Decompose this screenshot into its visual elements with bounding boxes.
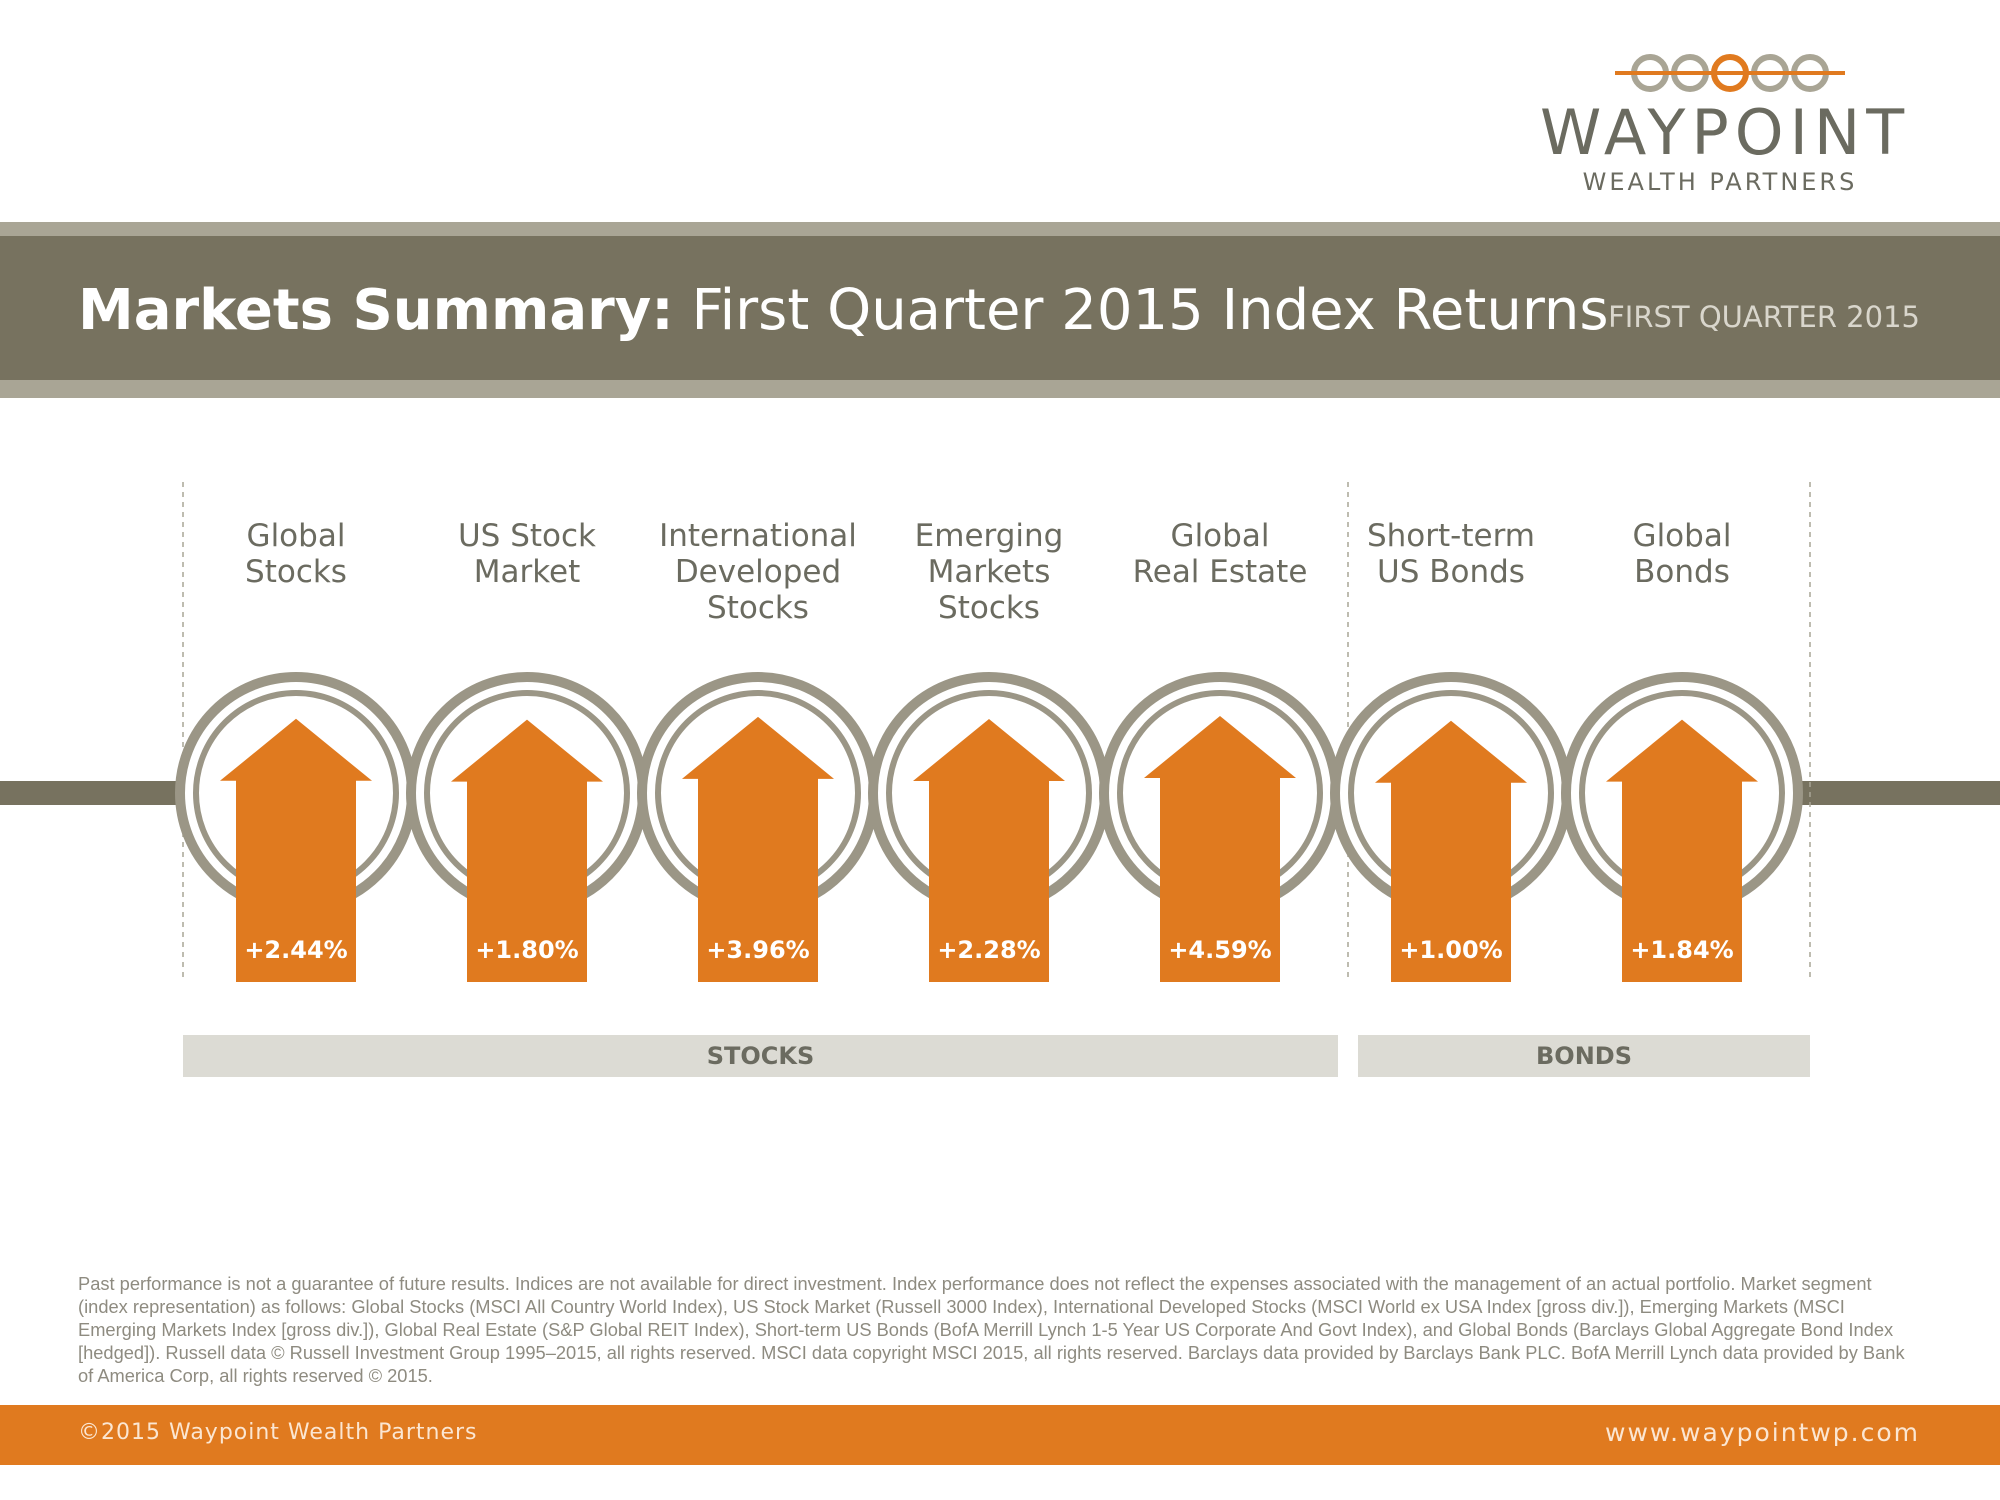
value-label-4: +4.59% [1168, 936, 1272, 964]
category-label-0: Global Stocks [245, 518, 347, 590]
group-bar-stocks: STOCKS [183, 1035, 1338, 1077]
header-band [0, 236, 2000, 380]
category-label-5: Short-term US Bonds [1366, 518, 1535, 590]
category-label-1: US Stock Market [457, 518, 597, 590]
disclaimer-text: Past performance is not a guarantee of f… [78, 1273, 1905, 1386]
arrow-bar-3 [913, 719, 1065, 982]
footer-website-link[interactable]: www.waypointwp.com [1605, 1418, 1920, 1447]
group-bar-bonds: BONDS [1358, 1035, 1810, 1077]
footer-copyright: ©2015 Waypoint Wealth Partners [78, 1420, 478, 1445]
returns-chart-graphic [0, 482, 2000, 982]
waypoint-logo: WAYPOINT WEALTH PARTNERS [1540, 50, 1911, 196]
page-title: Markets Summary: First Quarter 2015 Inde… [78, 278, 1609, 343]
quarter-label: FIRST QUARTER 2015 [1608, 300, 1920, 334]
value-label-6: +1.84% [1630, 936, 1734, 964]
value-label-2: +3.96% [706, 936, 810, 964]
value-label-3: +2.28% [937, 936, 1041, 964]
arrow-bar-2 [682, 716, 834, 982]
arrow-bar-4 [1144, 716, 1296, 982]
page-title-bold: Markets Summary: [78, 278, 674, 343]
header-band-bottom [0, 380, 2000, 398]
logo-rings-icon [1615, 54, 1845, 92]
value-label-5: +1.00% [1399, 936, 1503, 964]
arrow-bar-0 [220, 718, 372, 982]
logo-name: WAYPOINT [1540, 96, 1911, 169]
value-label-1: +1.80% [475, 936, 579, 964]
value-label-0: +2.44% [244, 936, 348, 964]
category-label-6: Global Bonds [1632, 518, 1732, 590]
header-band-top [0, 222, 2000, 236]
arrow-bar-6 [1606, 719, 1758, 982]
category-label-2: International Developed Stocks [659, 518, 857, 626]
arrow-bar-1 [451, 719, 603, 982]
footer-bar [0, 1405, 2000, 1465]
returns-chart: Global Stocks +2.44% US Stock Market +1.80%… [0, 470, 2000, 1110]
page-title-rest: First Quarter 2015 Index Returns [673, 278, 1609, 343]
category-label-4: Global Real Estate [1132, 518, 1308, 590]
arrow-bar-5 [1375, 720, 1527, 982]
category-label-3: Emerging Markets Stocks [914, 518, 1064, 626]
logo-subtitle: WEALTH PARTNERS [1582, 168, 1858, 196]
